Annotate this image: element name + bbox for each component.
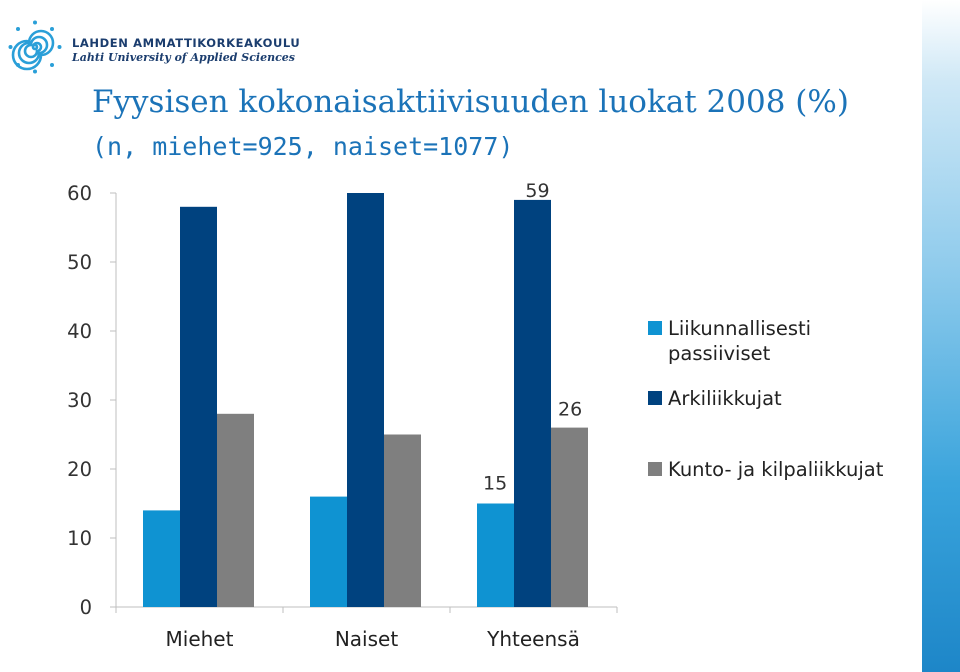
bar-2-1: [180, 206, 217, 608]
legend-swatch: [648, 391, 662, 405]
bar-2-3: [514, 199, 551, 607]
data-label: 26: [558, 399, 582, 421]
data-label: 15: [483, 473, 507, 495]
bar-1-1: [143, 510, 180, 607]
legend-item: Arkiliikkujat: [648, 386, 928, 411]
data-label: 59: [525, 180, 549, 202]
x-category-label: Naiset: [335, 627, 398, 651]
legend-label: Arkiliikkujat: [668, 387, 782, 410]
spiral-logo-icon: [8, 20, 62, 74]
y-tick-label: 0: [80, 596, 92, 619]
bar-2-2: [347, 193, 384, 607]
bar-1-2: [310, 496, 347, 607]
legend-swatch: [648, 321, 662, 335]
legend-item: Kunto- ja kilpaliikkujat: [648, 457, 928, 482]
chart-title: Fyysisen kokonaisaktiivisuuden luokat 20…: [92, 84, 849, 120]
legend-swatch: [648, 462, 662, 476]
decorative-side-strip: [922, 0, 960, 672]
chart-legend: Liikunnallisesti passiiviset Arkiliikkuja…: [648, 316, 928, 502]
legend-label: Kunto- ja kilpaliikkujat: [668, 458, 884, 481]
y-tick-label: 50: [67, 251, 92, 274]
bar-3-2: [384, 434, 421, 607]
bar-3-3: [551, 427, 588, 607]
y-tick-label: 10: [67, 527, 92, 550]
y-tick-label: 40: [67, 320, 92, 343]
legend-item: Liikunnallisesti passiiviset: [648, 316, 928, 366]
y-tick-label: 30: [67, 389, 92, 412]
chart-subtitle: (n, miehet=925, naiset=1077): [92, 132, 514, 161]
org-subtitle: Lahti University of Applied Sciences: [72, 51, 295, 64]
y-tick-label: 20: [67, 458, 92, 481]
x-category-label: Miehet: [166, 627, 234, 651]
y-tick-label: 60: [67, 182, 92, 205]
bar-1-3: [477, 503, 514, 607]
x-category-label: Yhteensä: [486, 627, 580, 651]
legend-label: Liikunnallisesti passiiviset: [668, 317, 812, 365]
bar-3-1: [217, 413, 254, 607]
org-name: LAHDEN AMMATTIKORKEAKOULU: [72, 36, 301, 50]
